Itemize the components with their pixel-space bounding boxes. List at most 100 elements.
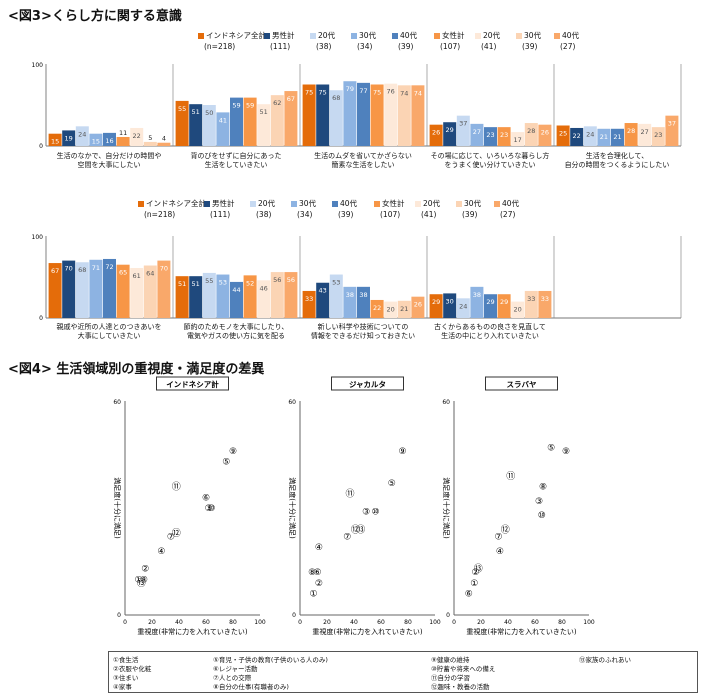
scatter-point: ③	[362, 508, 370, 518]
legend-label: インドネシア全計	[146, 199, 206, 208]
legend-top-item: インドネシア全計	[198, 31, 266, 41]
y-tick-label: 100	[32, 234, 44, 241]
scatter-point: ⑦	[343, 533, 351, 543]
legend-bottom-item: 40代	[494, 199, 519, 209]
bar	[216, 112, 230, 146]
data-label: 20	[514, 306, 522, 314]
bar	[443, 122, 457, 146]
legend-label: 女性計	[382, 199, 405, 208]
bar	[329, 90, 343, 146]
legend-label: 40代	[562, 31, 580, 40]
bar	[202, 105, 216, 146]
legend-top-item: 女性計	[434, 31, 465, 41]
scatter-title: スラバヤ	[507, 380, 537, 389]
note-6: ⑥レジャー活動	[213, 665, 258, 673]
x-tick-label: 0	[452, 619, 456, 626]
scatter-title-box	[331, 376, 404, 391]
note-9: ⑨健康の維持	[431, 656, 470, 664]
bar	[370, 84, 384, 146]
bar	[130, 127, 144, 146]
data-label: 79	[346, 85, 354, 93]
data-label: 53	[332, 279, 340, 287]
bar	[411, 85, 425, 146]
legend-count: (107)	[380, 210, 401, 219]
scatter-point: ⑥	[314, 568, 322, 578]
legend-count: (34)	[297, 210, 313, 219]
bar	[103, 258, 116, 318]
bar	[484, 294, 497, 318]
legend-swatch	[291, 201, 297, 207]
data-label: 38	[359, 291, 367, 299]
data-label: 37	[668, 120, 676, 128]
bar	[524, 123, 538, 146]
data-label: 53	[219, 279, 227, 287]
data-label: 22	[373, 304, 381, 312]
legend-label: 女性計	[442, 31, 465, 40]
bar	[597, 128, 611, 146]
data-label: 37	[459, 120, 467, 128]
notes-box: ①食生活 ②衣服や化粧 ③住まい ④家事 ⑤育児・子供の教育(子供のいる人のみ)…	[108, 651, 698, 693]
legend-top-item: 30代	[351, 31, 376, 41]
category-label: 古くからあるものの良さを見直して 生活の中にとり入れていきたい	[434, 323, 546, 340]
bar	[189, 276, 203, 318]
bar	[175, 276, 189, 318]
data-label: 33	[305, 295, 313, 303]
data-label: 65	[119, 269, 127, 277]
bar	[456, 298, 470, 318]
legend-count: (34)	[357, 42, 373, 51]
legend-top-item: 40代	[392, 31, 417, 41]
data-label: 71	[92, 264, 100, 272]
bar	[216, 274, 230, 318]
legend-top-item: 30代	[516, 31, 541, 41]
legend-count: (39)	[338, 210, 354, 219]
scatter-point: ⑨	[562, 447, 570, 457]
scatter-point: ⑧	[308, 568, 316, 578]
data-label: 5	[148, 134, 152, 142]
data-label: 24	[78, 130, 86, 138]
note-5: ⑤育児・子供の教育(子供のいる人のみ)	[213, 656, 328, 664]
legend-top-item: 20代	[475, 31, 500, 41]
data-label: 29	[500, 298, 508, 306]
data-label: 20	[387, 306, 395, 314]
scatter-point: ⑩	[538, 511, 546, 521]
legend-bottom-item: 20代	[415, 199, 440, 209]
legend-label: 30代	[299, 199, 317, 208]
note-4: ④家事	[113, 683, 132, 691]
legend-bottom-item: 30代	[291, 199, 316, 209]
data-label: 38	[346, 291, 354, 299]
legend-swatch	[310, 33, 316, 39]
legend-top-item: 20代	[310, 31, 335, 41]
bar	[624, 123, 638, 146]
legend-count: (111)	[210, 210, 231, 219]
legend-swatch	[138, 201, 144, 207]
x-axis-label: 重視度(非常に力を入れていきたい)	[466, 627, 577, 636]
data-label: 26	[541, 129, 549, 137]
bar	[175, 100, 189, 146]
bar	[202, 272, 216, 318]
bar	[284, 91, 298, 146]
x-tick-label: 20	[323, 619, 331, 626]
legend-label: 30代	[359, 31, 377, 40]
data-label: 23	[654, 131, 662, 139]
legend-swatch	[332, 201, 338, 207]
x-tick-label: 80	[229, 619, 237, 626]
x-tick-label: 80	[404, 619, 412, 626]
bar	[316, 84, 330, 146]
data-label: 24	[586, 130, 594, 138]
legend-swatch	[554, 33, 560, 39]
data-label: 76	[387, 88, 395, 96]
bar	[62, 130, 76, 146]
legend-count: (41)	[481, 42, 497, 51]
data-label: 74	[414, 89, 422, 97]
data-label: 23	[486, 131, 494, 139]
y-tick-label: 100	[32, 62, 44, 69]
x-tick-label: 40	[350, 619, 358, 626]
data-label: 64	[146, 270, 154, 278]
bar	[230, 281, 243, 318]
data-label: 74	[400, 89, 408, 97]
data-label: 55	[205, 277, 213, 285]
data-label: 51	[192, 280, 200, 288]
data-label: 30	[446, 297, 454, 305]
y-tick-label: 60	[288, 399, 296, 406]
legend-count: (27)	[560, 42, 576, 51]
